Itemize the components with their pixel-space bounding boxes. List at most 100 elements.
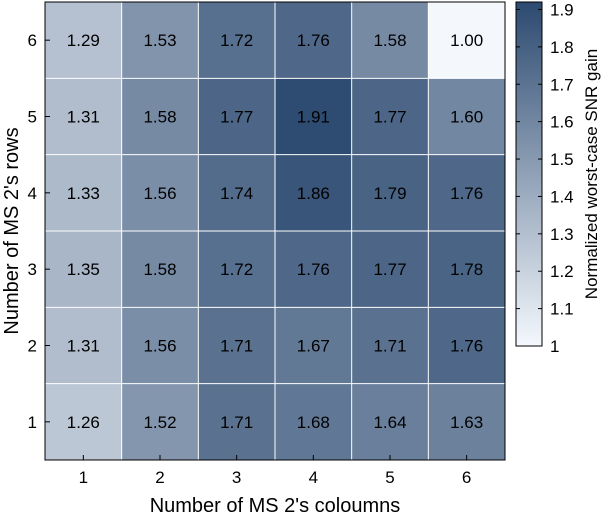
cell-value-label: 1.68 bbox=[297, 413, 330, 432]
colorbar-gradient bbox=[515, 1, 543, 347]
cell-value-label: 1.58 bbox=[143, 260, 176, 279]
cell-value-label: 1.58 bbox=[373, 31, 406, 50]
heatmap-cell bbox=[45, 78, 122, 155]
colorbar-tick-label: 1.6 bbox=[550, 113, 574, 132]
heatmap-cell bbox=[428, 231, 505, 308]
cell-value-label: 1.77 bbox=[220, 108, 253, 127]
heatmap-cell bbox=[198, 78, 275, 155]
y-tick-label: 6 bbox=[28, 31, 37, 50]
heatmap-cell bbox=[351, 78, 429, 155]
cell-value-label: 1.31 bbox=[67, 337, 100, 356]
heatmap-cells bbox=[45, 2, 505, 460]
heatmap-cell bbox=[275, 2, 352, 79]
heatmap-cell bbox=[351, 307, 429, 384]
cell-value-label: 1.76 bbox=[450, 184, 483, 203]
x-tick-label: 1 bbox=[79, 468, 88, 487]
cell-value-label: 1.33 bbox=[67, 184, 100, 203]
heatmap-cell bbox=[45, 307, 122, 384]
heatmap-cell bbox=[121, 154, 199, 231]
cell-value-label: 1.71 bbox=[220, 337, 253, 356]
x-axis-ticks: 1 2 3 4 5 6 bbox=[79, 455, 471, 487]
x-tick-label: 6 bbox=[462, 468, 471, 487]
y-tick-label: 4 bbox=[28, 184, 37, 203]
cell-value-label: 1.53 bbox=[143, 31, 176, 50]
heatmap-cell bbox=[275, 231, 352, 308]
heatmap-cell bbox=[428, 2, 505, 79]
x-tick-label: 2 bbox=[155, 468, 164, 487]
cell-value-label: 1.71 bbox=[220, 413, 253, 432]
heatmap-cell bbox=[351, 154, 429, 231]
cell-value-label: 1.77 bbox=[373, 260, 406, 279]
heatmap-cell bbox=[275, 78, 352, 155]
cell-value-label: 1.52 bbox=[143, 413, 176, 432]
heatmap-cell bbox=[428, 383, 505, 460]
heatmap-cell bbox=[351, 2, 429, 79]
heatmap-cell bbox=[275, 307, 352, 384]
heatmap-cell bbox=[351, 231, 429, 308]
heatmap-cell bbox=[275, 383, 352, 460]
y-axis-ticks: 1 2 3 4 5 6 bbox=[28, 31, 50, 432]
cell-value-label: 1.74 bbox=[220, 184, 253, 203]
cell-value-label: 1.58 bbox=[143, 108, 176, 127]
heatmap-cell bbox=[121, 78, 199, 155]
colorbar: 1 1.1 1.2 1.3 1.4 1.5 1.6 1.7 1.8 1.9 bbox=[515, 0, 574, 356]
colorbar-tick-label: 1.4 bbox=[550, 187, 574, 206]
heatmap-cell bbox=[428, 154, 505, 231]
colorbar-ticks: 1 1.1 1.2 1.3 1.4 1.5 1.6 1.7 1.8 1.9 bbox=[516, 0, 574, 356]
cell-value-label: 1.26 bbox=[67, 413, 100, 432]
cell-value-label: 1.72 bbox=[220, 260, 253, 279]
heatmap-cell bbox=[121, 2, 199, 79]
x-tick-label: 3 bbox=[232, 468, 241, 487]
heatmap-cell bbox=[45, 231, 122, 308]
heatmap-cell bbox=[121, 231, 199, 308]
heatmap-cell bbox=[198, 154, 275, 231]
y-axis-label: Number of MS 2's rows bbox=[1, 127, 23, 334]
cell-value-label: 1.71 bbox=[373, 337, 406, 356]
cell-value-label: 1.91 bbox=[297, 108, 330, 127]
plot-frame bbox=[44, 1, 506, 461]
heatmap-cell bbox=[351, 383, 429, 460]
heatmap-cell bbox=[198, 231, 275, 308]
heatmap-cell bbox=[428, 78, 505, 155]
cell-value-label: 1.76 bbox=[450, 337, 483, 356]
heatmap-cell bbox=[45, 154, 122, 231]
colorbar-tick-label: 1.2 bbox=[550, 262, 574, 281]
heatmap-cell bbox=[45, 383, 122, 460]
colorbar-tick-label: 1 bbox=[550, 337, 559, 356]
cell-value-label: 1.56 bbox=[143, 184, 176, 203]
heatmap-cell bbox=[121, 307, 199, 384]
colorbar-tick-label: 1.9 bbox=[550, 0, 574, 19]
heatmap-cell bbox=[198, 2, 275, 79]
x-axis-label: Number of MS 2's coloumns bbox=[150, 495, 401, 517]
cell-value-label: 1.79 bbox=[373, 184, 406, 203]
heatmap-cell bbox=[45, 2, 122, 79]
cell-value-label: 1.56 bbox=[143, 337, 176, 356]
cell-value-label: 1.77 bbox=[373, 108, 406, 127]
cell-value-label: 1.60 bbox=[450, 108, 483, 127]
cell-value-label: 1.31 bbox=[67, 108, 100, 127]
cell-value-label: 1.29 bbox=[67, 31, 100, 50]
y-tick-label: 1 bbox=[28, 413, 37, 432]
heatmap-cell bbox=[121, 383, 199, 460]
cell-value-labels: 1.26 1.52 1.71 1.68 1.64 1.63 1.31 1.56 1.71 1.67… bbox=[67, 31, 483, 432]
colorbar-tick-label: 1.8 bbox=[550, 38, 574, 57]
cell-value-label: 1.72 bbox=[220, 31, 253, 50]
heatmap-cell bbox=[198, 307, 275, 384]
cell-value-label: 1.86 bbox=[297, 184, 330, 203]
cell-value-label: 1.64 bbox=[373, 413, 406, 432]
cell-value-label: 1.78 bbox=[450, 260, 483, 279]
x-tick-label: 4 bbox=[309, 468, 318, 487]
y-tick-label: 3 bbox=[28, 260, 37, 279]
heatmap-cell bbox=[428, 307, 505, 384]
cell-value-label: 1.76 bbox=[297, 31, 330, 50]
colorbar-tick-label: 1.5 bbox=[550, 150, 574, 169]
y-tick-label: 5 bbox=[28, 108, 37, 127]
colorbar-tick-label: 1.7 bbox=[550, 75, 574, 94]
cell-value-label: 1.63 bbox=[450, 413, 483, 432]
cell-value-label: 1.00 bbox=[450, 31, 483, 50]
y-tick-label: 2 bbox=[28, 337, 37, 356]
heatmap-cell bbox=[275, 154, 352, 231]
cell-value-label: 1.76 bbox=[297, 260, 330, 279]
cell-value-label: 1.35 bbox=[67, 260, 100, 279]
